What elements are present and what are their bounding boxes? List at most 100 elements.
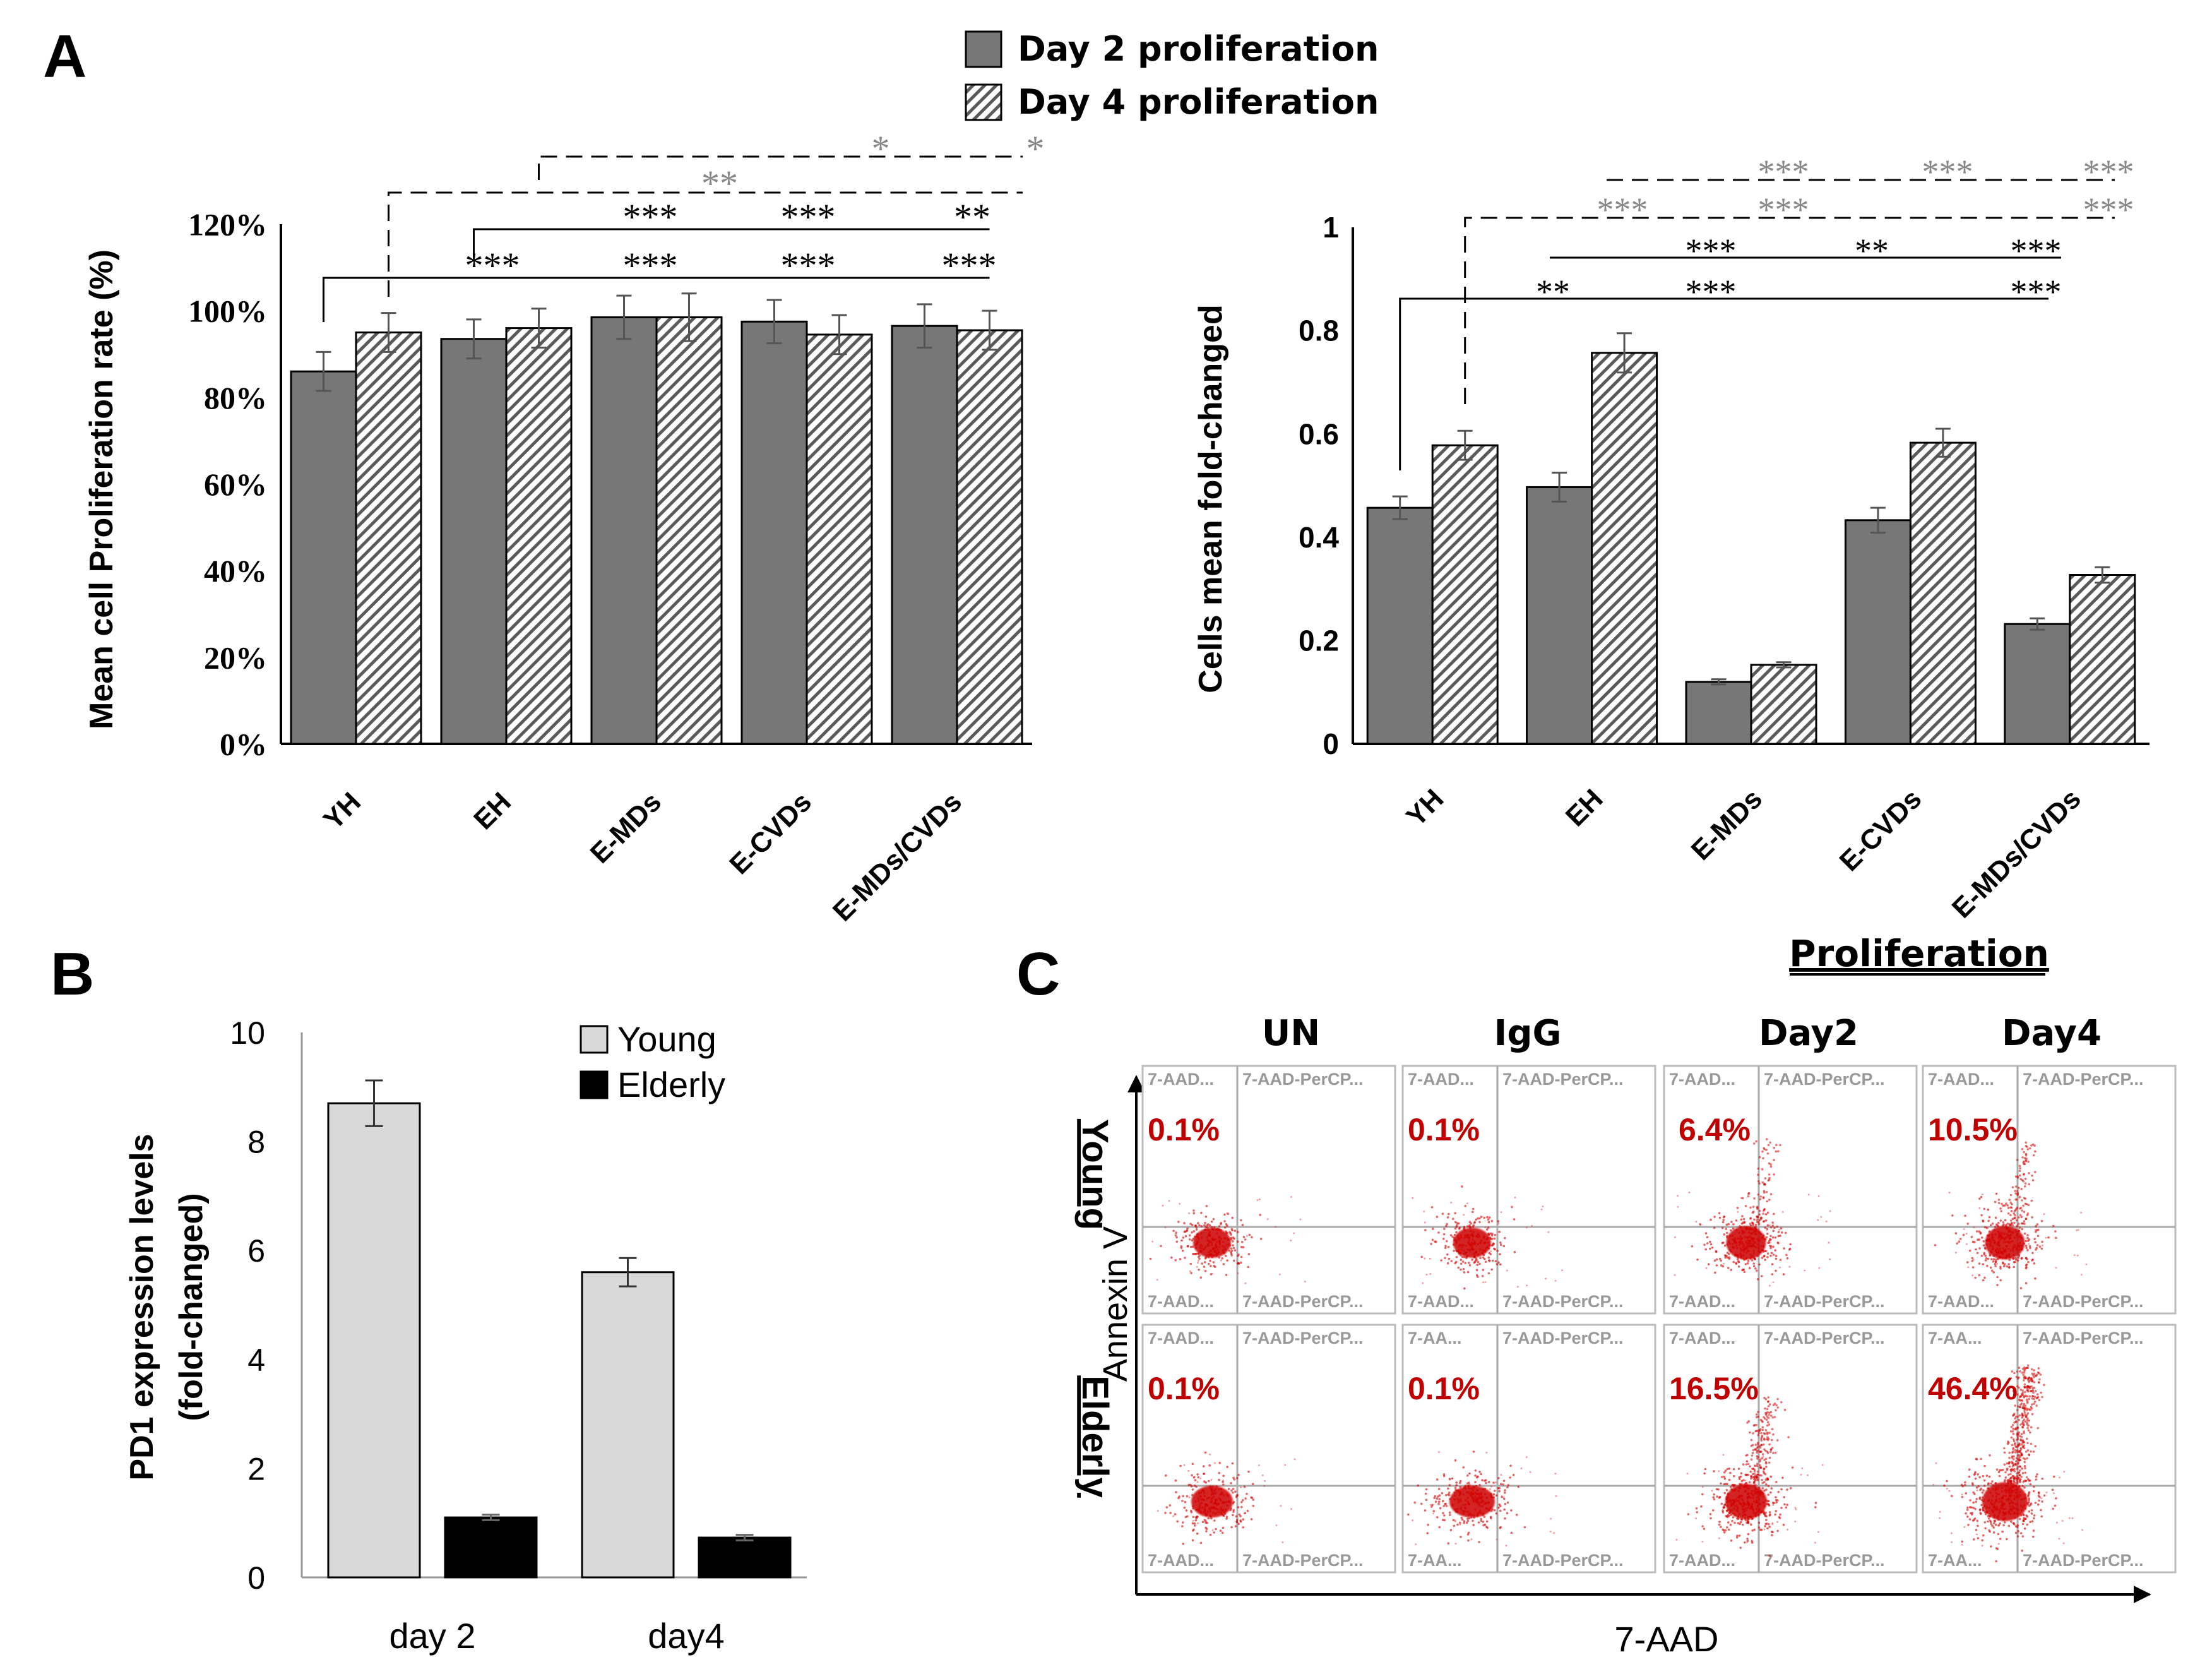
- scatter-dot: [1971, 1483, 1974, 1486]
- scatter-dot: [1757, 1411, 1759, 1413]
- scatter-dot: [1722, 1454, 1725, 1456]
- scatter-dot: [1453, 1491, 1456, 1494]
- scatter-dot: [2023, 1366, 2026, 1369]
- scatter-dot: [1454, 1486, 1457, 1489]
- scatter-dot: [1759, 1464, 1761, 1467]
- scatter-dot: [2037, 1367, 2040, 1370]
- scatter-dot: [1436, 1516, 1439, 1519]
- scatter-dot: [2071, 1517, 2074, 1519]
- scatter-dot: [1751, 1507, 1754, 1510]
- scatter-dot: [1737, 1468, 1740, 1470]
- scatter-dot: [1175, 1236, 1178, 1239]
- scatter-dot: [1232, 1240, 1234, 1243]
- legend-label: Day 4 proliferation: [1018, 82, 1379, 122]
- scatter-dot: [1760, 1444, 1763, 1447]
- scatter-dot: [2026, 1364, 2030, 1367]
- scatter-dot: [1204, 1221, 1206, 1224]
- scatter-dot: [1225, 1516, 1228, 1518]
- scatter-dot: [1502, 1483, 1504, 1486]
- scatter-dot: [1482, 1524, 1485, 1527]
- scatter-dot: [2004, 1495, 2007, 1498]
- scatter-dot: [1763, 1147, 1765, 1150]
- scatter-dot: [2021, 1425, 2024, 1428]
- scatter-dot: [1191, 1245, 1194, 1248]
- scatter-dot: [1198, 1257, 1201, 1260]
- scatter-dot: [1762, 1470, 1765, 1473]
- scatter-dot: [1460, 1536, 1462, 1538]
- scatter-dot: [1732, 1489, 1734, 1492]
- scatter-dot: [1951, 1541, 1953, 1543]
- scatter-dot: [1742, 1514, 1744, 1517]
- scatter-dot: [2036, 1223, 2039, 1226]
- scatter-dot: [1199, 1511, 1203, 1514]
- x-tick-label: E-MDs: [1686, 783, 1768, 866]
- scatter-dot: [1466, 1225, 1469, 1228]
- scatter-dot: [2034, 1277, 2037, 1280]
- scatter-dot: [2031, 1259, 2033, 1262]
- scatter-dot: [1222, 1502, 1224, 1504]
- scatter-dot: [1487, 1241, 1490, 1244]
- scatter-dot: [1437, 1231, 1440, 1234]
- scatter-dot: [1746, 1239, 1749, 1242]
- scatter-dot: [1736, 1258, 1739, 1260]
- column-header: Day2: [1759, 1013, 1858, 1054]
- scatter-dot: [1482, 1269, 1485, 1271]
- scatter-dot: [1232, 1492, 1234, 1494]
- scatter-dot: [1756, 1496, 1758, 1499]
- scatter-dot: [1982, 1220, 1985, 1223]
- scatter-dot: [1208, 1241, 1211, 1244]
- scatter-dot: [1492, 1481, 1495, 1484]
- scatter-dot: [2014, 1477, 2016, 1480]
- scatter-dot: [1463, 1522, 1465, 1524]
- scatter-dot: [2028, 1238, 2031, 1241]
- scatter-dot: [1554, 1279, 1557, 1282]
- scatter-dot: [1973, 1241, 1976, 1243]
- scatter-dot: [1785, 1506, 1788, 1509]
- scatter-dot: [1456, 1250, 1459, 1253]
- scatter-dot: [1984, 1255, 1987, 1257]
- scatter-dot: [2033, 1372, 2036, 1375]
- scatter-dot: [1498, 1231, 1501, 1233]
- scatter-dot: [2054, 1504, 2057, 1507]
- scatter-dot: [1455, 1484, 1458, 1486]
- scatter-dot: [2018, 1195, 2021, 1199]
- scatter-dot: [1729, 1243, 1732, 1245]
- scatter-dot: [1744, 1235, 1746, 1238]
- scatter-dot: [1751, 1254, 1754, 1257]
- scatter-dot: [1736, 1254, 1739, 1257]
- scatter-dot: [1477, 1276, 1479, 1278]
- scatter-dot: [2043, 1494, 2046, 1497]
- scatter-dot: [1749, 1497, 1752, 1499]
- scatter-dot: [1448, 1493, 1451, 1497]
- gate-label-top-right: 7-AAD-PerCP...: [1764, 1329, 1885, 1348]
- scatter-dot: [2026, 1417, 2029, 1420]
- scatter-dot: [2014, 1192, 2017, 1195]
- scatter-dot: [1989, 1254, 1992, 1257]
- scatter-dot: [1242, 1246, 1245, 1248]
- scatter-dot: [1225, 1255, 1227, 1257]
- scatter-dot: [2015, 1248, 2018, 1251]
- scatter-dot: [1752, 1497, 1755, 1500]
- scatter-dot: [2016, 1159, 2019, 1161]
- scatter-dot: [2002, 1524, 2005, 1527]
- scatter-dot: [1757, 1432, 1760, 1435]
- scatter-dot: [1999, 1267, 2002, 1270]
- scatter-dot: [1431, 1504, 1434, 1507]
- scatter-dot: [2019, 1174, 2021, 1177]
- scatter-dot: [1737, 1211, 1739, 1213]
- scatter-dot: [2025, 1267, 2028, 1270]
- scatter-dot: [1469, 1243, 1472, 1246]
- scatter-dot: [1223, 1252, 1226, 1255]
- scatter-dot: [1180, 1239, 1183, 1242]
- scatter-dot: [1982, 1240, 1985, 1243]
- scatter-dot: [1950, 1532, 1953, 1534]
- scatter-dot: [2028, 1453, 2031, 1456]
- scatter-dot: [1713, 1216, 1716, 1218]
- scatter-dot: [1206, 1226, 1209, 1229]
- scatter-dot: [2027, 1260, 2030, 1264]
- scatter-dot: [2028, 1245, 2031, 1248]
- scatter-dot: [1727, 1492, 1730, 1495]
- scatter-dot: [1965, 1492, 1968, 1495]
- scatter-dot: [1971, 1512, 1973, 1514]
- scatter-dot: [1220, 1237, 1223, 1240]
